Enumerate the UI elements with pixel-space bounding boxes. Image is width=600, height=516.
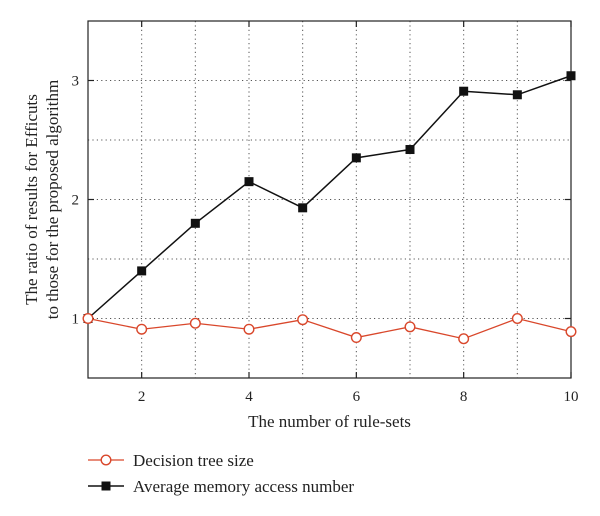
y-tick-label: 2	[72, 193, 80, 209]
plot-area-frame	[87, 20, 572, 379]
data-series	[82, 71, 577, 345]
data-point-square	[566, 71, 576, 81]
y-axis-label-line-2: to those for the proposed algorithm	[43, 80, 62, 319]
legend-label-average-memory-access-number: Average memory access number	[133, 477, 354, 496]
grid-lines	[88, 21, 571, 378]
y-axis-label-line-1: The ratio of results for Efficuts	[22, 94, 41, 305]
data-point-circle	[297, 314, 309, 326]
data-point-circle	[565, 326, 577, 338]
legend-item-decision-tree-size: Decision tree size	[88, 451, 254, 470]
series-line-average-memory-access-number	[87, 75, 572, 320]
series-decision-tree-size	[82, 313, 577, 345]
data-point-square	[459, 86, 469, 96]
data-point-square	[298, 203, 308, 213]
data-point-circle	[404, 321, 416, 333]
x-tick-label: 10	[564, 389, 579, 405]
legend-marker-filled-square	[101, 481, 111, 491]
legend: Decision tree size Average memory access…	[88, 451, 354, 496]
data-point-circle	[243, 323, 255, 335]
data-point-circle	[511, 313, 523, 325]
data-point-circle	[350, 332, 362, 344]
y-axis-label: The ratio of results for Efficuts to tho…	[22, 80, 62, 319]
series-average-memory-access-number	[83, 71, 576, 323]
data-point-square	[244, 177, 254, 187]
x-axis-label: The number of rule-sets	[248, 412, 411, 431]
series-line-decision-tree-size	[87, 317, 572, 340]
data-point-square	[351, 153, 361, 163]
x-tick-label: 6	[353, 389, 361, 405]
data-point-circle	[82, 313, 94, 325]
data-point-circle	[458, 333, 470, 345]
x-tick-label: 2	[138, 389, 146, 405]
x-tick-label: 4	[245, 389, 253, 405]
legend-item-average-memory-access-number: Average memory access number	[88, 477, 354, 496]
x-tick-label: 8	[460, 389, 468, 405]
data-point-circle	[189, 317, 201, 329]
legend-marker-open-circle	[100, 454, 112, 466]
data-point-square	[512, 90, 522, 100]
y-tick-label: 1	[72, 312, 80, 328]
y-axis-ticks: 1 2 3	[72, 74, 571, 328]
data-point-square	[137, 266, 147, 276]
data-point-square	[190, 218, 200, 228]
y-tick-label: 3	[72, 74, 80, 90]
data-point-square	[405, 145, 415, 155]
legend-label-decision-tree-size: Decision tree size	[133, 451, 254, 470]
data-point-circle	[136, 323, 148, 335]
x-axis-ticks: 2 4 6 8 10	[138, 21, 579, 405]
